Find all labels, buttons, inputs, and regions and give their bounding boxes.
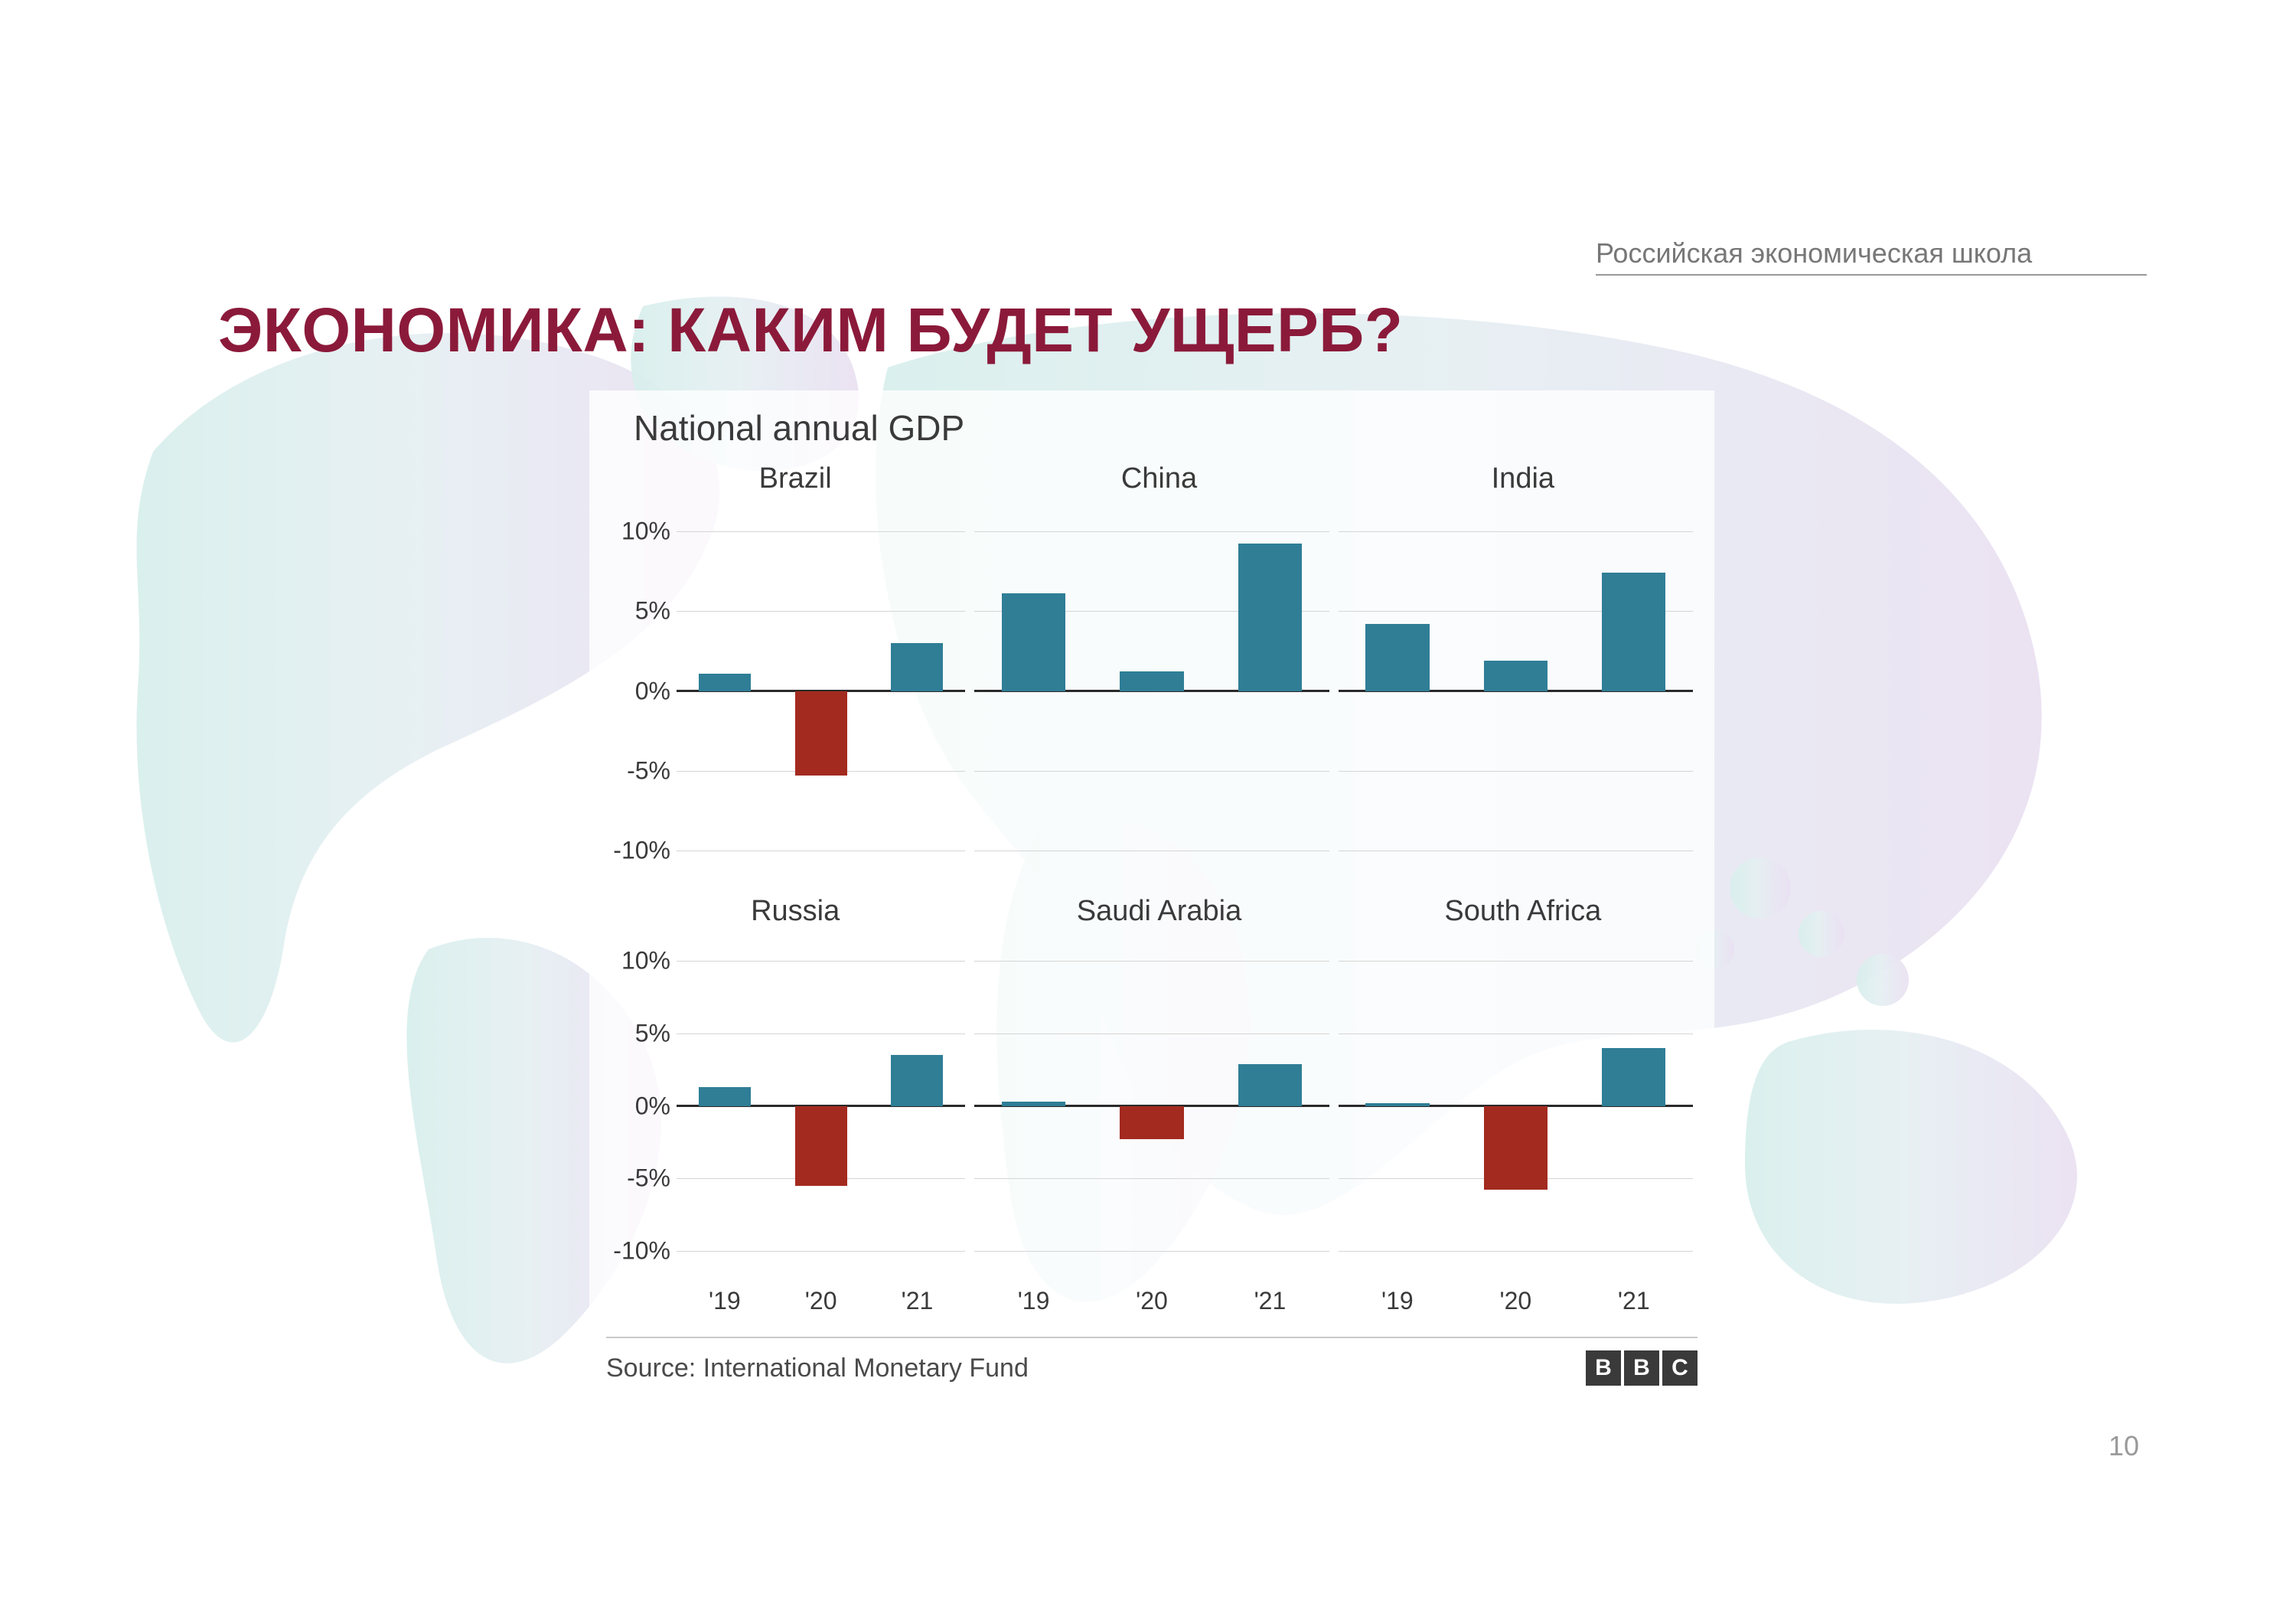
gridline <box>677 1251 965 1252</box>
gridline <box>1339 531 1693 532</box>
panel-china: China <box>970 458 1333 890</box>
x-tick-label: '19 <box>1381 1287 1414 1315</box>
plot-area: -10%-5%0%5%10% <box>677 499 965 883</box>
panel-south-africa: South Africa '19 '20 '21 <box>1334 890 1698 1323</box>
bbc-logo-b1: B <box>1586 1350 1621 1386</box>
y-tick-label: 5% <box>606 597 670 625</box>
bar <box>1484 1106 1548 1190</box>
bbc-logo-c: C <box>1662 1350 1698 1386</box>
gridline <box>974 961 1329 962</box>
chart-source: Source: International Monetary Fund <box>606 1354 1029 1383</box>
x-tick-label: '21 <box>1254 1287 1287 1315</box>
panel-plot: '19 '20 '21 <box>1334 932 1698 1315</box>
bar <box>1002 593 1065 691</box>
bar <box>699 674 751 691</box>
bar <box>1120 1106 1183 1140</box>
plot-area <box>1339 499 1693 883</box>
gridline <box>677 531 965 532</box>
x-tick-label: '19 <box>709 1287 741 1315</box>
panel-india: India <box>1334 458 1698 890</box>
panel-plot: -10% -5% 0% 5% 10% <box>606 499 970 883</box>
bar <box>1120 671 1183 691</box>
panel-title: Brazil <box>759 462 832 495</box>
panel-saudi-arabia: Saudi Arabia '19 '20 '21 <box>970 890 1333 1323</box>
bar <box>891 643 943 691</box>
gridline <box>677 961 965 962</box>
panel-title: South Africa <box>1444 895 1601 928</box>
y-tick-label: 5% <box>606 1019 670 1047</box>
bar <box>1365 1103 1429 1106</box>
bar <box>1365 624 1429 691</box>
y-tick-label: 0% <box>606 1092 670 1120</box>
plot-area: '19'20'21 <box>1339 932 1693 1280</box>
gridline <box>1339 1251 1693 1252</box>
x-tick-label: '19 <box>1018 1287 1050 1315</box>
plot-area <box>974 499 1329 883</box>
x-tick-label: '20 <box>1499 1287 1531 1315</box>
plot-area: -10%-5%0%5%10%'19'20'21 <box>677 932 965 1280</box>
y-tick-label: -10% <box>606 837 670 865</box>
gridline <box>1339 961 1693 962</box>
bar <box>795 1106 847 1186</box>
panel-title: China <box>1121 462 1197 495</box>
bar <box>1602 573 1665 691</box>
panel-plot <box>970 499 1333 883</box>
bar <box>1002 1102 1065 1106</box>
panel-russia: Russia -10% -5% 0% 5% 10% '19 '20 '21 <box>606 890 970 1323</box>
x-tick-label: '21 <box>902 1287 934 1315</box>
panel-plot: '19 '20 '21 <box>970 932 1333 1315</box>
chart-title: National annual GDP <box>634 407 1698 449</box>
bbc-logo: B B C <box>1586 1350 1698 1386</box>
gridline <box>974 1251 1329 1252</box>
panel-plot <box>1334 499 1698 883</box>
gridline <box>974 771 1329 772</box>
y-tick-label: 0% <box>606 677 670 705</box>
bar <box>795 691 847 776</box>
y-tick-label: -5% <box>606 1164 670 1193</box>
gridline <box>974 531 1329 532</box>
page-number: 10 <box>2108 1430 2139 1462</box>
bar <box>699 1087 751 1106</box>
bar <box>1602 1048 1665 1106</box>
institution-label: Российская экономическая школа <box>1596 237 2147 276</box>
gridline <box>1339 771 1693 772</box>
bar <box>1238 544 1302 691</box>
gridline <box>974 1178 1329 1179</box>
gdp-chart-card: National annual GDP Brazil -10% -5% 0% 5% 10%… <box>589 390 1714 1439</box>
plot-area: '19'20'21 <box>974 932 1329 1280</box>
panel-plot: -10% -5% 0% 5% 10% '19 '20 '21 <box>606 932 970 1315</box>
bbc-logo-b2: B <box>1624 1350 1659 1386</box>
slide-title: ЭКОНОМИКА: КАКИМ БУДЕТ УЩЕРБ? <box>218 295 1403 367</box>
gridline <box>677 611 965 612</box>
x-tick-label: '20 <box>1136 1287 1168 1315</box>
chart-grid: Brazil -10% -5% 0% 5% 10% China India Russia -10%… <box>606 458 1698 1323</box>
y-tick-label: -5% <box>606 756 670 785</box>
x-tick-label: '21 <box>1618 1287 1650 1315</box>
y-tick-label: 10% <box>606 946 670 975</box>
y-tick-label: -10% <box>606 1237 670 1265</box>
bar <box>1484 661 1548 691</box>
chart-footer: Source: International Monetary Fund B B … <box>606 1337 1698 1386</box>
panel-brazil: Brazil -10% -5% 0% 5% 10% <box>606 458 970 890</box>
y-tick-label: 10% <box>606 517 670 545</box>
panel-title: Saudi Arabia <box>1077 895 1242 928</box>
panel-title: Russia <box>751 895 840 928</box>
bar <box>891 1055 943 1105</box>
panel-title: India <box>1492 462 1554 495</box>
bar <box>1238 1064 1302 1106</box>
x-tick-label: '20 <box>805 1287 837 1315</box>
